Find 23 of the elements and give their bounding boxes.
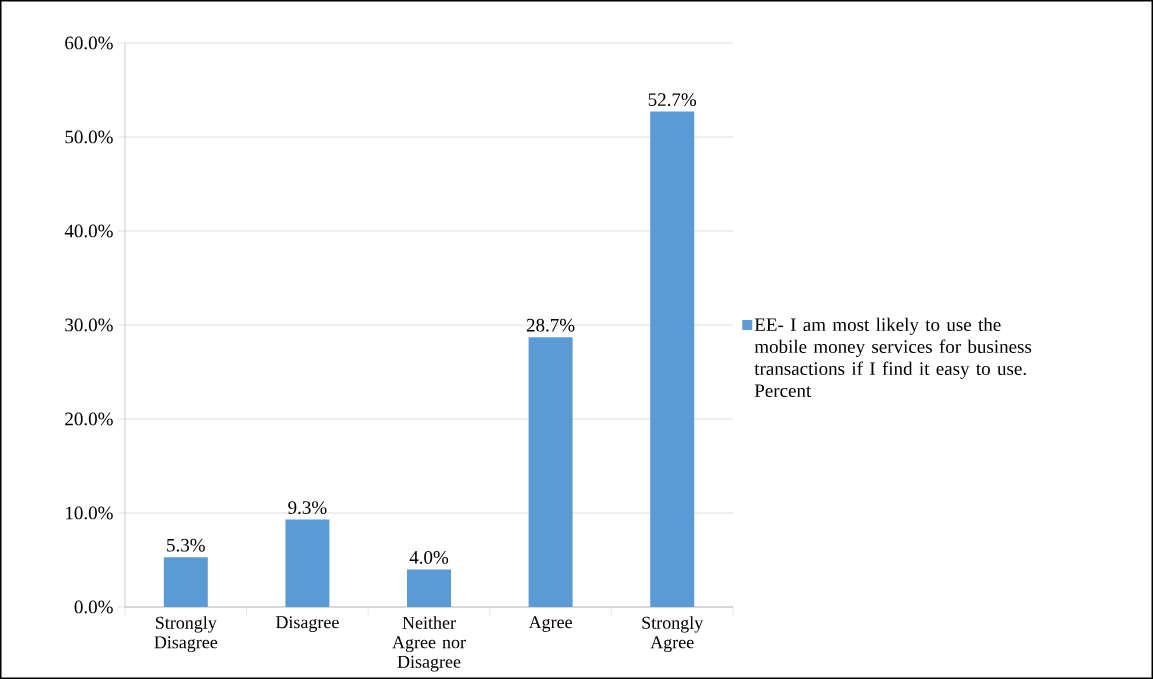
x-tick-label: Strongly Disagree [154, 616, 218, 653]
y-tick-label: 50.0% [65, 130, 113, 144]
x-tick-label: Neither Agree nor Disagree [392, 616, 466, 672]
y-tick-label: 10.0% [66, 506, 113, 520]
bar [528, 337, 573, 607]
y-tick-label: 30.0% [65, 318, 113, 332]
legend-label: EE- I am most likely to use the mobile money services for business transactions if I find it easy to use. Percent [754, 317, 1032, 398]
data-label: 52.7% [648, 93, 697, 107]
y-tick-label: 40.0% [64, 224, 113, 238]
bar [650, 111, 695, 607]
bar [407, 569, 451, 607]
y-tick-label: 20.0% [65, 412, 113, 426]
data-label: 9.3% [288, 501, 327, 515]
bar [285, 519, 330, 607]
x-tick-label: Strongly Agree [642, 616, 704, 653]
bar [163, 557, 208, 607]
x-tick-label: Disagree [275, 616, 339, 633]
data-label: 5.3% [167, 538, 205, 552]
x-tick-label: Agree [528, 616, 572, 632]
data-label: 4.0% [409, 550, 449, 564]
data-label: 28.7% [526, 318, 575, 332]
y-tick-label: 0.0% [74, 600, 113, 614]
y-tick-label: 60.0% [65, 36, 113, 50]
